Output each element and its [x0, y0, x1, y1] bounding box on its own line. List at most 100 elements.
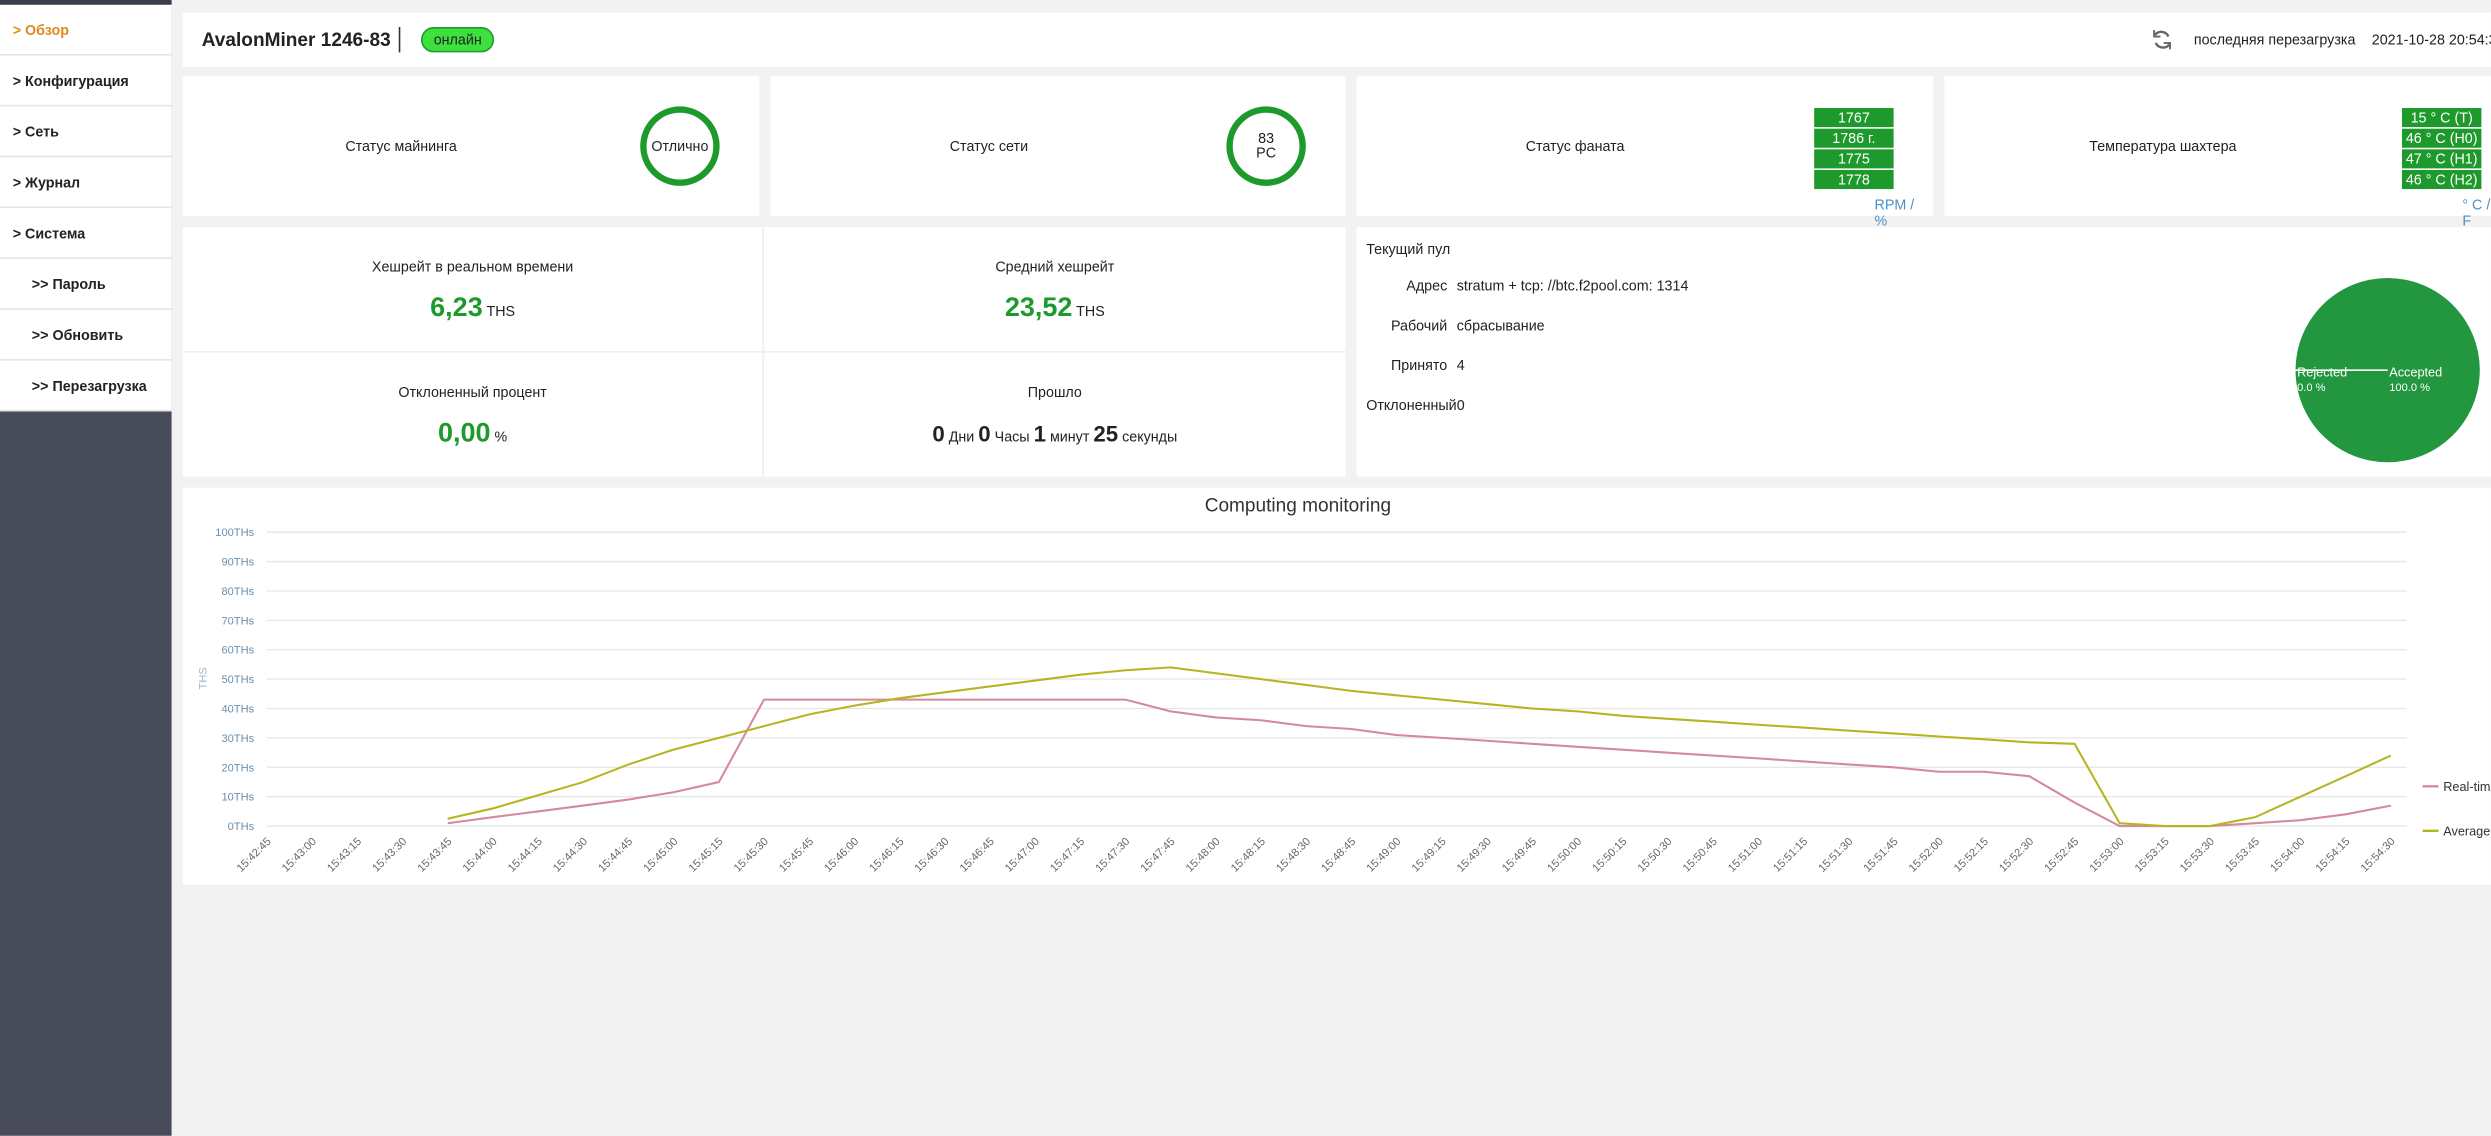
- y-axis-label: THS: [198, 667, 210, 689]
- stat: 23,52 THS: [764, 292, 1345, 324]
- y-tick-label: 0THs: [228, 821, 255, 833]
- pie-slice: [2295, 278, 2480, 463]
- elapsed: 0 Дни 0 Часы 1 минут 25 секунды: [764, 421, 1345, 446]
- x-tick-label: 15:44:15: [506, 836, 545, 875]
- elapsed-unit: Дни: [948, 428, 975, 445]
- y-tick-label: 30THs: [221, 733, 254, 745]
- menu-item[interactable]: > Журнал: [0, 157, 172, 209]
- elapsed-unit: секунды: [1122, 428, 1178, 445]
- x-tick-label: 15:47:30: [1093, 836, 1132, 875]
- x-tick-label: 15:46:45: [958, 836, 997, 875]
- fan-card: Статус фаната 1767 1786 г. 1775 1778 RPM…: [1356, 76, 1934, 229]
- menu-item[interactable]: >> Обновить: [0, 310, 172, 361]
- header: AvalonMiner 1246-83 онлайн последняя пер…: [182, 12, 2491, 67]
- x-tick-label: 15:51:15: [1771, 836, 1810, 875]
- chart-title: Computing monitoring: [1205, 496, 1391, 517]
- y-tick-label: 40THs: [221, 703, 254, 715]
- x-tick-label: 15:53:30: [2178, 836, 2217, 875]
- series-line: [447, 698, 2392, 828]
- temperature-value: 46 ° C (H0): [2401, 128, 2482, 148]
- x-tick-label: 15:53:15: [2133, 836, 2172, 875]
- reboot-time: 2021-10-28 20:54:3: [2371, 31, 2491, 48]
- pie-label: Rejected: [2297, 365, 2347, 379]
- x-tick-label: 15:44:45: [596, 836, 635, 875]
- menu-item[interactable]: > Обзор: [0, 5, 172, 56]
- pool-key: Адрес: [1406, 278, 1448, 294]
- x-tick-label: 15:52:15: [1952, 836, 1991, 875]
- x-tick-label: 15:53:00: [2088, 836, 2127, 875]
- x-tick-label: 15:46:15: [867, 836, 906, 875]
- pool-key: Рабочий: [1390, 317, 1448, 334]
- y-tick-label: 70THs: [221, 615, 254, 627]
- stat-label: Прошло: [1027, 384, 1082, 401]
- x-tick-label: 15:46:00: [822, 836, 861, 875]
- pool-card: Текущий пул Адрес stratum + tcp: //btc.f…: [1356, 227, 2491, 477]
- y-tick-label: 50THs: [221, 674, 254, 686]
- series-line: [447, 666, 2392, 828]
- fan-unit[interactable]: RPM / %: [1874, 196, 1915, 229]
- x-tick-label: 15:52:30: [1997, 836, 2036, 875]
- x-tick-label: 15:49:45: [1500, 836, 1539, 875]
- temperature-unit[interactable]: ° C / F: [2462, 196, 2491, 229]
- x-tick-label: 15:53:45: [2223, 836, 2262, 875]
- x-tick-label: 15:42:45: [235, 836, 274, 875]
- card-label: Статус фаната: [1525, 138, 1625, 155]
- sidebar: > Обзор > Конфигурация > Сеть > Журнал >…: [0, 0, 172, 1136]
- x-tick-label: 15:48:00: [1184, 836, 1223, 875]
- x-tick-label: 15:43:45: [415, 836, 454, 875]
- temperature-card: Температура шахтера 15 ° C (T) 46 ° C (H…: [1944, 76, 2491, 229]
- pool-title: Текущий пул: [1366, 241, 1451, 258]
- elapsed-unit: Часы: [994, 428, 1030, 445]
- x-tick-label: 15:44:30: [551, 836, 590, 875]
- y-tick-label: 10THs: [221, 792, 254, 804]
- pie-chart: Rejected 0.0 % Accepted 100.0 %: [2295, 278, 2480, 463]
- fan-rpm: 1786 г.: [1814, 128, 1894, 148]
- device-title: AvalonMiner 1246-83: [201, 28, 391, 51]
- menu-item[interactable]: >> Перезагрузка: [0, 361, 172, 412]
- x-tick-label: 15:50:15: [1590, 836, 1629, 875]
- x-tick-label: 15:46:30: [913, 836, 952, 875]
- legend-label: Real-time: [2443, 780, 2491, 794]
- y-tick-label: 90THs: [221, 557, 254, 569]
- stat-unit: %: [494, 428, 508, 445]
- card-label: Температура шахтера: [2089, 138, 2237, 155]
- x-tick-label: 15:51:30: [1816, 836, 1855, 875]
- x-tick-label: 15:51:45: [1862, 836, 1901, 875]
- x-tick-label: 15:44:00: [461, 836, 500, 875]
- stat-value: 0,00: [437, 417, 491, 448]
- x-tick-label: 15:54:15: [2313, 836, 2352, 875]
- fan-rpm: 1767: [1814, 108, 1894, 128]
- x-tick-label: 15:45:00: [641, 836, 680, 875]
- stat-label: Отклоненный процент: [398, 384, 547, 401]
- stat-unit: THS: [1076, 303, 1105, 320]
- status-badge: онлайн: [420, 27, 495, 53]
- menu-item[interactable]: > Конфигурация: [0, 56, 172, 107]
- stat-unit: THS: [486, 303, 516, 320]
- x-tick-label: 15:52:00: [1907, 836, 1946, 875]
- elapsed-value: 1: [1033, 420, 1046, 447]
- x-tick-label: 15:43:00: [280, 836, 319, 875]
- refresh-icon[interactable]: [2151, 29, 2173, 51]
- stats-card: Хешрейт в реальном времени 6,23 THS Сред…: [182, 227, 1346, 477]
- elapsed-value: 25: [1093, 420, 1119, 447]
- chart-card: Computing monitoring THS 0THs 10THs 20THs 30T…: [182, 487, 2491, 885]
- menu-item[interactable]: > Сеть: [0, 106, 172, 158]
- menu-item[interactable]: >> Пароль: [0, 259, 172, 310]
- x-tick-label: 15:54:30: [2359, 836, 2398, 875]
- elapsed-value: 0: [932, 420, 945, 447]
- card-label: Статус сети: [949, 138, 1029, 155]
- reboot-label: последняя перезагрузка: [2193, 31, 2356, 48]
- menu-item[interactable]: > Система: [0, 208, 172, 259]
- pie-label: Accepted: [2389, 365, 2442, 379]
- pool-key: Принято: [1391, 357, 1448, 374]
- x-tick-label: 15:47:00: [1003, 836, 1042, 875]
- pool-value: 4: [1456, 357, 1465, 374]
- x-tick-label: 15:48:15: [1229, 836, 1268, 875]
- stat-label: Средний хешрейт: [995, 258, 1115, 275]
- stat-value: 23,52: [1004, 292, 1073, 323]
- status-ring: Отлично: [640, 106, 720, 186]
- pool-value: 0: [1456, 397, 1465, 414]
- x-tick-label: 15:45:15: [687, 836, 726, 875]
- x-tick-label: 15:45:30: [732, 836, 771, 875]
- x-tick-label: 15:49:30: [1455, 836, 1494, 875]
